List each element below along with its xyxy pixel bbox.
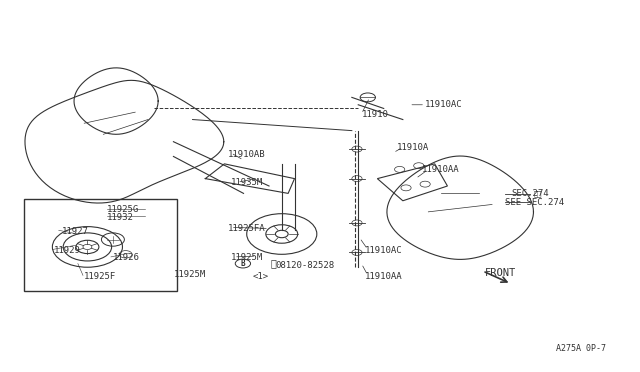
Text: 11925M: 11925M (173, 270, 205, 279)
Text: 11910A: 11910A (396, 143, 429, 152)
Text: 11929: 11929 (54, 246, 81, 255)
Text: 参照: 参照 (534, 190, 542, 197)
Text: 11910AA: 11910AA (365, 272, 402, 281)
Text: B: B (241, 259, 245, 268)
Text: 11910AC: 11910AC (425, 100, 463, 109)
Text: <1>: <1> (253, 272, 269, 281)
Text: 11925FA: 11925FA (228, 224, 265, 233)
Text: 11925F: 11925F (84, 272, 116, 281)
Text: A275A 0P-7: A275A 0P-7 (556, 344, 606, 353)
Text: 11935M: 11935M (231, 178, 263, 187)
Text: 08120-82528: 08120-82528 (275, 261, 335, 270)
Text: 11926: 11926 (113, 253, 140, 263)
Text: 11927: 11927 (62, 227, 89, 235)
Text: FRONT: FRONT (484, 268, 516, 278)
Text: 11925G: 11925G (106, 205, 139, 215)
Text: 11910AB: 11910AB (228, 150, 265, 159)
Text: 11910: 11910 (362, 109, 388, 119)
Text: Ⓑ: Ⓑ (271, 259, 276, 269)
Text: SEE SEC.274: SEE SEC.274 (505, 198, 564, 207)
Text: 11932: 11932 (106, 213, 133, 222)
Text: SEC.274: SEC.274 (511, 189, 548, 198)
Text: 11925M: 11925M (231, 253, 263, 263)
Text: 11910AC: 11910AC (365, 246, 402, 255)
Text: 11910AA: 11910AA (422, 165, 460, 174)
